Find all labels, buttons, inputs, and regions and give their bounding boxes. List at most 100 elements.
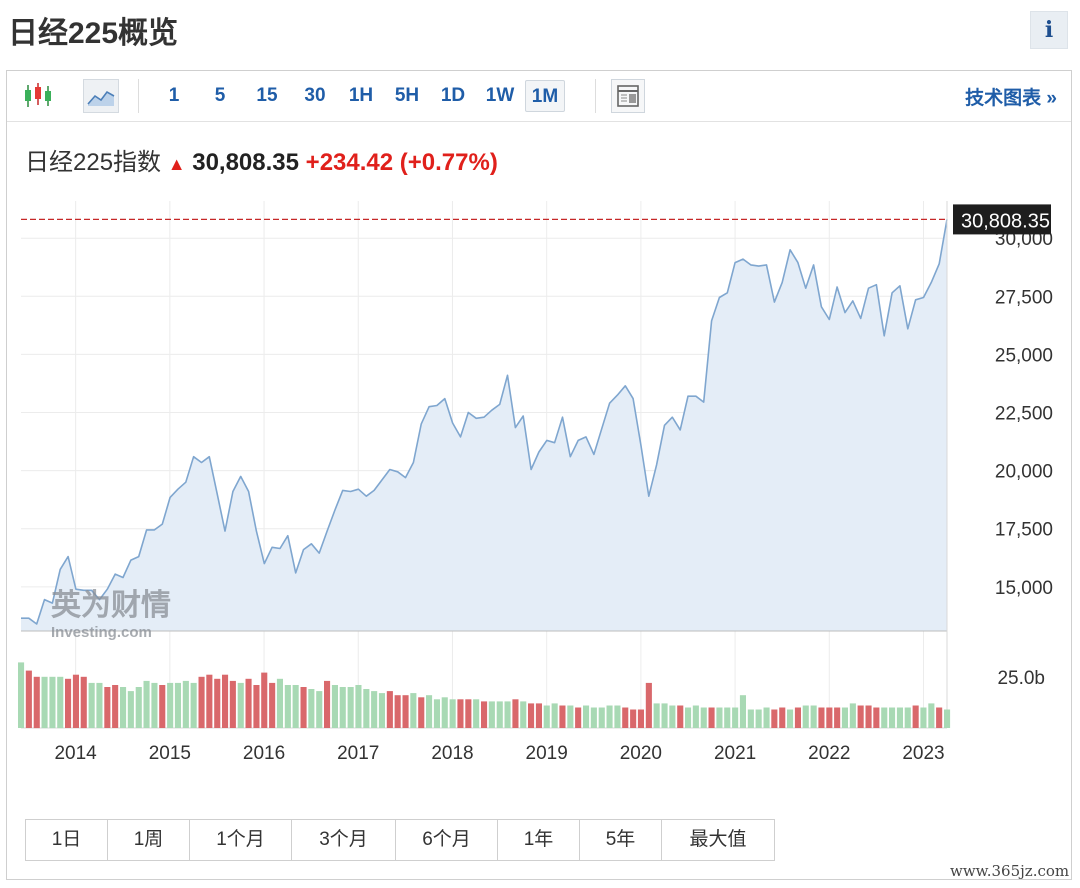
volume-bar	[763, 707, 770, 728]
volume-bar	[269, 682, 276, 728]
volume-bar	[755, 709, 762, 728]
y-tick-label: 25,000	[995, 345, 1053, 366]
volume-bar	[896, 707, 903, 728]
volume-bar	[865, 705, 872, 728]
volume-bar	[465, 699, 472, 728]
last-price-label: 30,808.35	[961, 210, 1050, 232]
volume-bar	[18, 662, 25, 728]
volume-bar	[120, 687, 127, 728]
price-line	[21, 219, 948, 625]
volume-bar	[834, 707, 841, 728]
x-tick-label: 2015	[149, 743, 191, 764]
chart-toolbar: 1 5 15 30 1H 5H 1D 1W 1M 技术图表 »	[7, 71, 1071, 122]
interval-button-1h[interactable]: 1H	[348, 85, 374, 106]
volume-bar	[551, 703, 558, 728]
volume-bar	[630, 709, 637, 728]
candlestick-icon[interactable]	[23, 81, 55, 111]
site-watermark: www.365jz.com	[950, 862, 1070, 880]
volume-bar	[449, 699, 456, 728]
interval-button-15[interactable]: 15	[256, 85, 278, 106]
volume-bar	[159, 685, 166, 728]
volume-bar	[708, 707, 715, 728]
volume-bar	[308, 689, 315, 728]
volume-bar	[316, 691, 323, 728]
volume-bar	[426, 695, 433, 728]
volume-bar	[363, 689, 370, 728]
brand-logo-en: Investing.com	[51, 624, 152, 641]
volume-bar	[637, 709, 644, 728]
volume-bar	[543, 705, 550, 728]
volume-bar	[261, 672, 268, 728]
volume-bar	[685, 707, 692, 728]
y-tick-label: 22,500	[995, 404, 1053, 425]
tech-chart-link[interactable]: 技术图表 »	[965, 88, 1057, 109]
volume-bar	[559, 705, 566, 728]
range-button-5y[interactable]: 5年	[580, 820, 662, 860]
volume-bar	[810, 705, 817, 728]
volume-bar	[622, 707, 629, 728]
x-tick-label: 2021	[714, 743, 756, 764]
volume-bar	[488, 701, 495, 728]
volume-bar	[535, 703, 542, 728]
volume-bar	[378, 693, 385, 728]
x-tick-label: 2020	[620, 743, 662, 764]
area-chart-button[interactable]	[83, 79, 119, 113]
interval-button-5h[interactable]: 5H	[394, 85, 420, 106]
volume-bar	[41, 676, 48, 729]
info-button[interactable]: i	[1030, 11, 1068, 49]
last-price-tag	[953, 204, 1051, 235]
volume-bar	[112, 685, 119, 728]
volume-bar	[371, 691, 378, 728]
x-tick-label: 2014	[54, 743, 97, 764]
volume-bar	[739, 695, 746, 728]
up-arrow-icon: ▲	[167, 154, 186, 174]
range-button-1w[interactable]: 1周	[108, 820, 190, 860]
page-title: 日经225概览	[8, 17, 179, 50]
price-chart[interactable]: 15,000 17,500 20,000 22,500 25,000 27,500 30,0…	[7, 71, 1071, 811]
volume-bar	[575, 707, 582, 728]
volume-bar	[72, 674, 79, 728]
area-chart-icon	[87, 90, 115, 106]
interval-button-30[interactable]: 30	[304, 85, 326, 106]
interval-button-1m[interactable]: 1M	[525, 80, 565, 112]
volume-bar	[504, 701, 511, 728]
volume-bar	[889, 707, 896, 728]
interval-button-1w[interactable]: 1W	[485, 85, 515, 106]
volume-bar	[410, 693, 417, 728]
range-button-max[interactable]: 最大值	[689, 829, 747, 850]
range-button-1d[interactable]: 1日	[26, 820, 108, 860]
range-button-6m[interactable]: 6个月	[396, 820, 498, 860]
range-button-3m[interactable]: 3个月	[292, 820, 396, 860]
volume-bar	[512, 699, 519, 728]
volume-bar	[606, 705, 613, 728]
range-button-1y[interactable]: 1年	[498, 820, 580, 860]
volume-bar	[818, 707, 825, 728]
volume-bar	[324, 680, 331, 728]
volume-bar	[669, 705, 676, 728]
interval-button-1d[interactable]: 1D	[440, 85, 466, 106]
volume-bar	[873, 707, 880, 728]
volume-bar	[331, 685, 338, 728]
volume-bar	[732, 707, 739, 728]
volume-bar	[881, 707, 888, 728]
volume-bar	[80, 676, 87, 729]
volume-bar	[481, 701, 488, 728]
volume-bar	[65, 678, 72, 728]
volume-bar	[237, 682, 244, 728]
volume-bar	[716, 707, 723, 728]
interval-button-1[interactable]: 1	[168, 85, 180, 106]
volume-bar	[567, 705, 574, 728]
interval-button-5[interactable]: 5	[214, 85, 226, 106]
layout-button[interactable]	[611, 79, 645, 113]
volume-bar	[182, 680, 189, 728]
brand-logo-cn: 英为财情	[51, 588, 171, 623]
volume-bar	[300, 687, 307, 728]
volume-bar	[88, 682, 95, 728]
volume-bar	[692, 705, 699, 728]
volume-bar	[724, 707, 731, 728]
range-button-1m[interactable]: 1个月	[190, 820, 292, 860]
volume-bar	[127, 691, 134, 728]
price-area	[21, 219, 947, 631]
volume-bar	[841, 707, 848, 728]
volume-bar	[355, 685, 362, 728]
